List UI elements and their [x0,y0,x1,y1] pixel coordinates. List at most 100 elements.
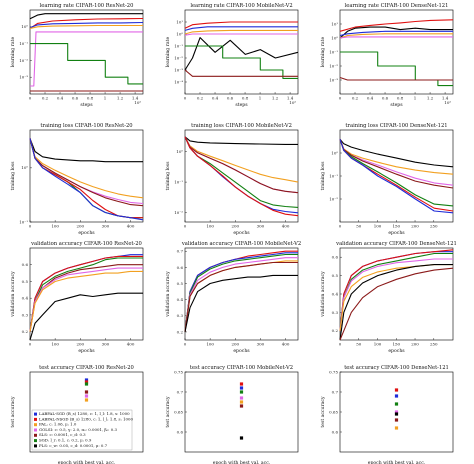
series-line-black [339,138,454,168]
y-tick-label: 10⁰ [331,35,338,40]
legend-label: LABPAL-SGD (B_s) 1280, c: 1, l_l: 1.8, s… [39,411,130,416]
x-tick-label: 0.6 [72,96,79,101]
x-tick-label: 1 [414,96,417,101]
series-line-violet [184,136,299,194]
x-tick-label: 200 [231,342,239,347]
y-axis-label: training loss [320,161,326,191]
series-line-orange [29,270,143,332]
series-line-blue [29,21,144,29]
series-line-blue [184,136,299,214]
series-line-black [339,26,453,39]
x-tick-label: 200 [76,342,84,347]
y-tick-label: 10⁰ [176,31,183,36]
y-tick-label: 10⁰ [176,149,183,154]
subplot-6: training loss CIFAR-100 DenseNet-121 epoc… [320,123,454,236]
x-axis-exponent: 10⁵ [444,100,451,105]
chart-title: validation accuracy CIFAR-100 DenseNet-1… [335,241,457,247]
series-line-blue [29,138,144,221]
series-line-darkred [339,139,454,189]
x-axis-label: epochs [388,230,405,236]
y-axis-label: test accuracy [10,396,16,428]
legend-swatch-red [34,417,37,421]
x-tick-label: 1.2 [117,96,124,101]
y-tick-label: 0.6 [332,429,339,434]
x-tick-label: 0 [184,96,187,101]
y-tick-label: 10¹ [176,19,183,24]
x-tick-label: 1.2 [427,96,434,101]
series-line-blue [339,30,453,37]
x-tick-label: 200 [231,224,239,229]
series-line-darkred [184,69,298,77]
x-tick-label: 400 [282,224,290,229]
legend-swatch-darkred [34,433,37,437]
plot-frame [184,129,299,223]
legend-swatch-black [34,444,37,448]
series-line-blue [184,252,298,332]
y-tick-label: 10¹ [331,21,338,26]
x-tick-label: 300 [102,224,110,229]
y-axis-label: test accuracy [320,396,326,428]
legend: LABPAL-SGD (B_s) 1280, c: 1, l_l: 1.8, s… [31,409,133,451]
y-tick-label: 10⁻² [174,210,183,215]
x-axis-label: steps [235,102,248,108]
series-line-darkred [184,136,299,194]
x-tick-label: 0 [339,96,342,101]
series-line-orange [339,138,454,175]
subplot-8: validation accuracy CIFAR-100 MobileNet-… [165,241,301,354]
y-tick-label: 10⁻³ [329,77,338,82]
series-line-violet [339,36,453,39]
series-line-violet [339,139,454,186]
y-tick-label: 10⁻¹ [174,180,183,185]
scatter-point-blue [239,386,244,390]
subplot-3: learning rate CIFAR-100 DenseNet-121 step… [320,3,454,108]
x-axis-label: epochs [388,348,405,354]
scatter-point-darkred [239,404,244,408]
series-line-green [340,51,453,87]
x-axis-label: epochs [78,230,95,236]
x-tick-label: 300 [257,342,265,347]
x-tick-label: 300 [257,224,265,229]
x-tick-label: 0.8 [242,96,249,101]
series-line-violet [30,31,143,87]
x-axis-label: epochs [233,230,250,236]
series-line-green [29,257,143,332]
series-line-orange [184,260,298,332]
x-tick-label: 300 [102,342,110,347]
y-axis-label: learning rate [10,37,16,68]
chart-title: validation accuracy CIFAR-100 MobileNet-… [181,241,301,247]
series-line-red [29,17,144,29]
series-line-blue [339,251,453,331]
x-tick-label: 100 [374,342,382,347]
series-line-darkred [29,264,143,332]
series-line-black [184,274,298,333]
x-tick-label: 200 [411,342,419,347]
chart-title: learning rate CIFAR-100 MobileNet-V2 [190,3,292,9]
x-tick-label: 50 [356,342,362,347]
x-axis-label: steps [80,102,93,108]
x-tick-label: 1.4 [132,96,139,101]
series-line-orange [184,29,298,35]
x-tick-label: 100 [206,224,214,229]
y-tick-label: 0.75 [329,369,338,374]
y-tick-label: 0.65 [329,409,338,414]
x-tick-label: 0.4 [212,96,219,101]
y-tick-label: 0.5 [332,273,339,278]
legend-label: GOLSI: c: 0.5, γ: 2.0, α₀: 0.0001, β₀: 0… [39,427,117,432]
x-tick-label: 250 [430,224,438,229]
series-line-red [339,249,454,331]
y-axis-label: validation accuracy [10,271,16,318]
plot-frame [184,9,299,95]
x-tick-label: 150 [392,342,400,347]
scatter-point-darkred [84,390,89,394]
x-tick-label: 200 [76,224,84,229]
y-tick-label: 0.2 [177,329,184,334]
x-tick-label: 0.2 [197,96,204,101]
series-line-black [29,13,143,20]
subplot-9: validation accuracy CIFAR-100 DenseNet-1… [320,241,457,354]
x-axis-label: steps [390,102,403,108]
series-line-darkred [339,267,454,341]
subplot-10: test accuracy CIFAR-100 ResNet-20 epoch w… [10,365,144,464]
chart-title: training loss CIFAR-100 ResNet-20 [40,123,132,129]
y-tick-label: 0.7 [177,389,184,394]
legend-label: PLS: c_w: 0.05, c_d: 0.0001, μ: 0.7 [39,443,108,448]
